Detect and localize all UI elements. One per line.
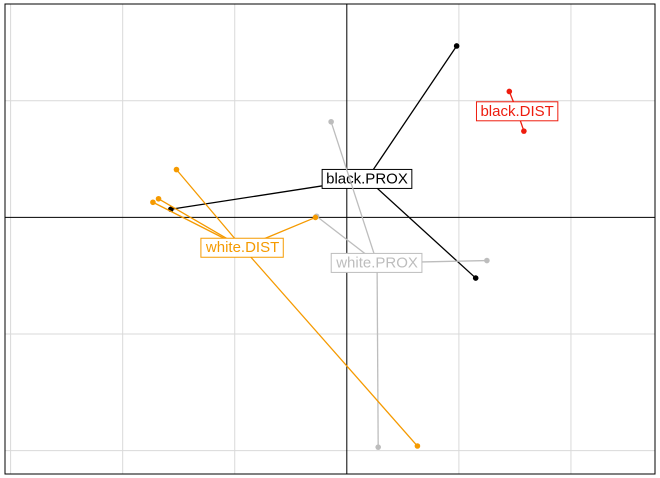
connector-line (366, 45, 458, 180)
data-point (506, 88, 513, 95)
data-point (328, 118, 334, 125)
axes (5, 4, 655, 474)
label-box (321, 168, 413, 189)
data-point (521, 128, 527, 134)
group-white-DIST: white.DIST (150, 166, 421, 449)
data-point (414, 443, 421, 449)
group-black-DIST: black.DIST (475, 88, 559, 134)
group-label: black.PROX (321, 168, 413, 189)
label-text: black.DIST (480, 103, 553, 120)
label-text: white.DIST (205, 239, 279, 256)
data-point (375, 444, 381, 450)
label-box (475, 101, 559, 122)
groups: black.PROX black.DIST white.PROX white.DIST (150, 43, 559, 450)
label-text: black.PROX (326, 170, 408, 187)
plot-border (4, 3, 656, 475)
group-white-PROX: white.PROX (313, 118, 490, 450)
label-text: white.PROX (335, 254, 418, 271)
connector-line (330, 121, 378, 264)
group-label: black.DIST (475, 101, 559, 122)
data-point (173, 166, 180, 173)
data-point (155, 195, 162, 202)
data-point (453, 43, 460, 49)
connector-line (242, 247, 418, 447)
label-box (200, 237, 284, 258)
data-point (150, 199, 156, 206)
connector-line (175, 169, 244, 249)
data-point (312, 214, 319, 221)
group-label: white.PROX (330, 252, 423, 273)
data-point (472, 275, 479, 281)
grid (5, 4, 655, 474)
connector-line (376, 262, 379, 448)
data-point (484, 257, 490, 264)
label-box (330, 252, 423, 273)
group-label: white.DIST (200, 237, 284, 258)
